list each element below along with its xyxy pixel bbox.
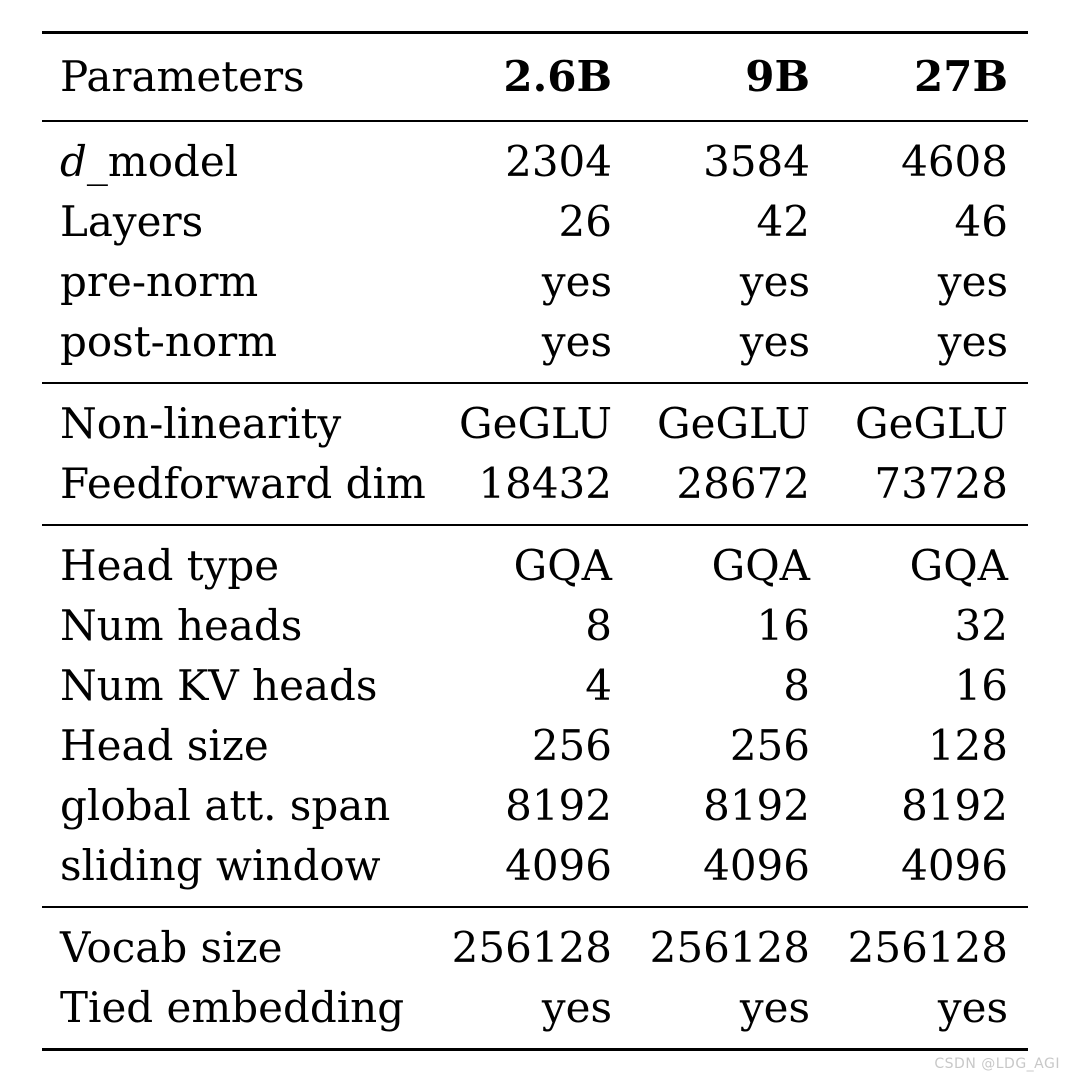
table-group-rule	[42, 906, 1028, 908]
header-label: Parameters	[60, 52, 305, 101]
table-cell: 73728	[874, 459, 1008, 508]
row-label-italic-prefix: d	[60, 137, 87, 186]
table-cell: 42	[756, 197, 810, 246]
table-row: sliding window 4096 4096 4096	[42, 836, 1028, 896]
table-row: d_model 2304 3584 4608	[42, 132, 1028, 192]
row-label: Layers	[60, 197, 204, 246]
table-row: Vocab size 256128 256128 256128	[42, 918, 1028, 978]
table-cell: 18432	[478, 459, 612, 508]
table-cell: 8192	[703, 781, 810, 830]
table-cell: yes	[937, 257, 1008, 306]
row-label: Vocab size	[60, 923, 283, 972]
table-cell: 4096	[901, 841, 1008, 890]
row-label: pre-norm	[60, 257, 259, 306]
table-cell: 16	[756, 601, 810, 650]
table-cell: 4608	[901, 137, 1008, 186]
table-group-architecture: d_model 2304 3584 4608 Layers 26 42 46 p…	[42, 122, 1028, 382]
table-cell: GQA	[513, 541, 612, 590]
table-cell: GeGLU	[855, 399, 1008, 448]
table-row: Head type GQA GQA GQA	[42, 536, 1028, 596]
row-label: d_model	[42, 132, 440, 192]
row-label: Head size	[60, 721, 269, 770]
table-row: pre-norm yes yes yes	[42, 252, 1028, 312]
table-cell: yes	[541, 257, 612, 306]
table-group-feedforward: Non-linearity GeGLU GeGLU GeGLU Feedforw…	[42, 384, 1028, 524]
table-cell: 46	[954, 197, 1008, 246]
table-cell: GQA	[909, 541, 1008, 590]
table-cell: yes	[739, 983, 810, 1032]
table-cell: 16	[954, 661, 1008, 710]
table-cell: yes	[541, 983, 612, 1032]
row-label: post-norm	[60, 317, 278, 366]
table-top-rule	[42, 31, 1028, 34]
row-label: Num KV heads	[60, 661, 378, 710]
table-header-row: Parameters 2.6B 9B 27B	[42, 34, 1028, 120]
table-row: Non-linearity GeGLU GeGLU GeGLU	[42, 394, 1028, 454]
table-cell: 32	[954, 601, 1008, 650]
header-column-2-6b: 2.6B	[503, 52, 612, 101]
table-cell: GeGLU	[657, 399, 810, 448]
table-cell: 256128	[451, 923, 612, 972]
table-cell: 4096	[703, 841, 810, 890]
watermark: CSDN @LDG_AGI	[934, 1056, 1060, 1072]
table-cell: 128	[927, 721, 1008, 770]
table-cell: yes	[739, 257, 810, 306]
table-cell: GQA	[711, 541, 810, 590]
table-row: post-norm yes yes yes	[42, 312, 1028, 372]
table-group-rule	[42, 524, 1028, 526]
table-group-vocabulary: Vocab size 256128 256128 256128 Tied emb…	[42, 908, 1028, 1048]
table-group-rule	[42, 120, 1028, 122]
row-label-suffix: _model	[86, 137, 239, 186]
row-label: Non-linearity	[60, 399, 342, 448]
table-cell: yes	[937, 317, 1008, 366]
table-cell: 256128	[649, 923, 810, 972]
table-cell: 26	[558, 197, 612, 246]
row-label: Feedforward dim	[60, 459, 426, 508]
table-row: Feedforward dim 18432 28672 73728	[42, 454, 1028, 514]
table-row: Tied embedding yes yes yes	[42, 978, 1028, 1038]
table-cell: yes	[739, 317, 810, 366]
model-parameters-table: Parameters 2.6B 9B 27B d_model 2304 3584…	[42, 31, 1028, 1051]
table-cell: 8	[783, 661, 810, 710]
table-cell: 256	[531, 721, 612, 770]
row-label: Num heads	[60, 601, 303, 650]
table-cell: 2304	[505, 137, 612, 186]
table-cell: 256	[729, 721, 810, 770]
row-label: Tied embedding	[60, 983, 405, 1032]
table-row: Head size 256 256 128	[42, 716, 1028, 776]
table-cell: 8192	[901, 781, 1008, 830]
row-label: sliding window	[60, 841, 381, 890]
header-column-27b: 27B	[914, 52, 1008, 101]
table-group-attention: Head type GQA GQA GQA Num heads 8 16 32 …	[42, 526, 1028, 906]
table-group-rule	[42, 382, 1028, 384]
row-label: global att. span	[60, 781, 391, 830]
table-row: Layers 26 42 46	[42, 192, 1028, 252]
table-cell: 8192	[505, 781, 612, 830]
table-cell: 28672	[676, 459, 810, 508]
table-bottom-rule	[42, 1048, 1028, 1051]
table-cell: 8	[585, 601, 612, 650]
table-cell: yes	[937, 983, 1008, 1032]
table-cell: 3584	[703, 137, 810, 186]
table-row: Num KV heads 4 8 16	[42, 656, 1028, 716]
table-cell: 256128	[847, 923, 1008, 972]
table-cell: yes	[541, 317, 612, 366]
table-cell: 4096	[505, 841, 612, 890]
table-cell: GeGLU	[459, 399, 612, 448]
table-row: global att. span 8192 8192 8192	[42, 776, 1028, 836]
table-row: Num heads 8 16 32	[42, 596, 1028, 656]
header-column-9b: 9B	[745, 52, 810, 101]
table-cell: 4	[585, 661, 612, 710]
row-label: Head type	[60, 541, 280, 590]
